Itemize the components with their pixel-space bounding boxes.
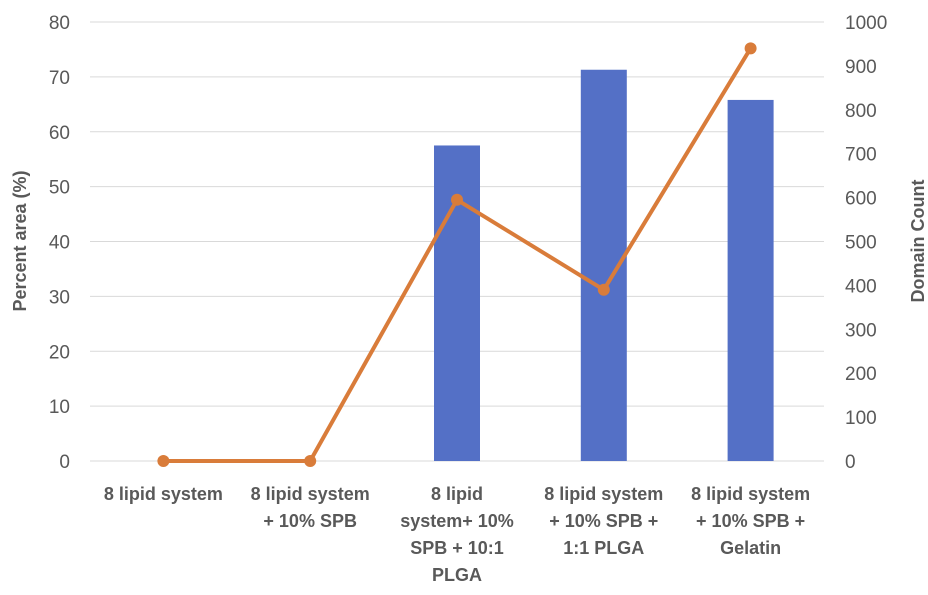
- left-axis-ticks: 0 10 20 30 40 50 60 70 80: [49, 13, 70, 473]
- left-tick-label: 0: [59, 452, 70, 473]
- right-tick-label: 600: [845, 189, 877, 210]
- right-tick-label: 100: [845, 408, 877, 429]
- line-point: [304, 455, 317, 467]
- category-label: 8 lipid system + 10% SPB + Gelatin: [691, 484, 810, 558]
- category-label-line: system+ 10%: [400, 511, 514, 531]
- left-tick-label: 50: [49, 178, 70, 199]
- right-tick-label: 1000: [845, 13, 887, 34]
- category-label-line: 8 lipid system: [691, 484, 810, 504]
- line-point: [744, 42, 757, 55]
- category-label: 8 lipid system: [104, 484, 223, 504]
- category-label-line: SPB + 10:1: [410, 538, 504, 558]
- category-label: 8 lipid system + 10% SPB: [251, 484, 370, 531]
- line-series: [157, 42, 757, 467]
- right-tick-label: 700: [845, 145, 877, 166]
- left-tick-label: 80: [49, 13, 70, 34]
- bar-series: [434, 69, 774, 462]
- category-label-line: 8 lipid system: [544, 484, 663, 504]
- right-tick-label: 900: [845, 57, 877, 78]
- category-label-line: + 10% SPB: [263, 511, 357, 531]
- line-point: [597, 283, 610, 296]
- category-label: 8 lipid system+ 10% SPB + 10:1 PLGA: [400, 484, 514, 585]
- category-label-line: PLGA: [432, 565, 482, 585]
- left-tick-label: 40: [49, 233, 70, 254]
- left-tick-label: 30: [49, 287, 70, 308]
- left-tick-label: 10: [49, 397, 70, 418]
- bar: [434, 145, 480, 461]
- right-tick-label: 400: [845, 276, 877, 297]
- category-label-line: 8 lipid system: [251, 484, 370, 504]
- bar: [727, 99, 774, 462]
- right-tick-label: 800: [845, 101, 877, 122]
- category-label-line: 1:1 PLGA: [563, 538, 644, 558]
- left-tick-label: 20: [49, 342, 70, 363]
- category-label-line: Gelatin: [720, 538, 781, 558]
- category-label-line: 8 lipid system: [104, 484, 223, 504]
- line-point: [157, 455, 170, 467]
- right-tick-label: 0: [845, 452, 856, 473]
- line-point: [451, 193, 463, 206]
- right-tick-label: 200: [845, 364, 877, 385]
- left-axis-title: Percent area (%): [10, 170, 30, 311]
- category-label-line: + 10% SPB +: [696, 511, 805, 531]
- right-tick-label: 300: [845, 320, 877, 341]
- right-axis-title: Domain Count: [908, 180, 928, 303]
- left-tick-label: 60: [49, 123, 70, 144]
- right-tick-label: 500: [845, 233, 877, 254]
- left-tick-label: 70: [49, 68, 70, 89]
- category-label: 8 lipid system + 10% SPB + 1:1 PLGA: [544, 484, 663, 558]
- right-axis-ticks: 0 100 200 300 400 500 600 700 800 900 1000: [845, 13, 887, 473]
- category-label-line: 8 lipid: [431, 484, 483, 504]
- category-label-line: + 10% SPB +: [549, 511, 658, 531]
